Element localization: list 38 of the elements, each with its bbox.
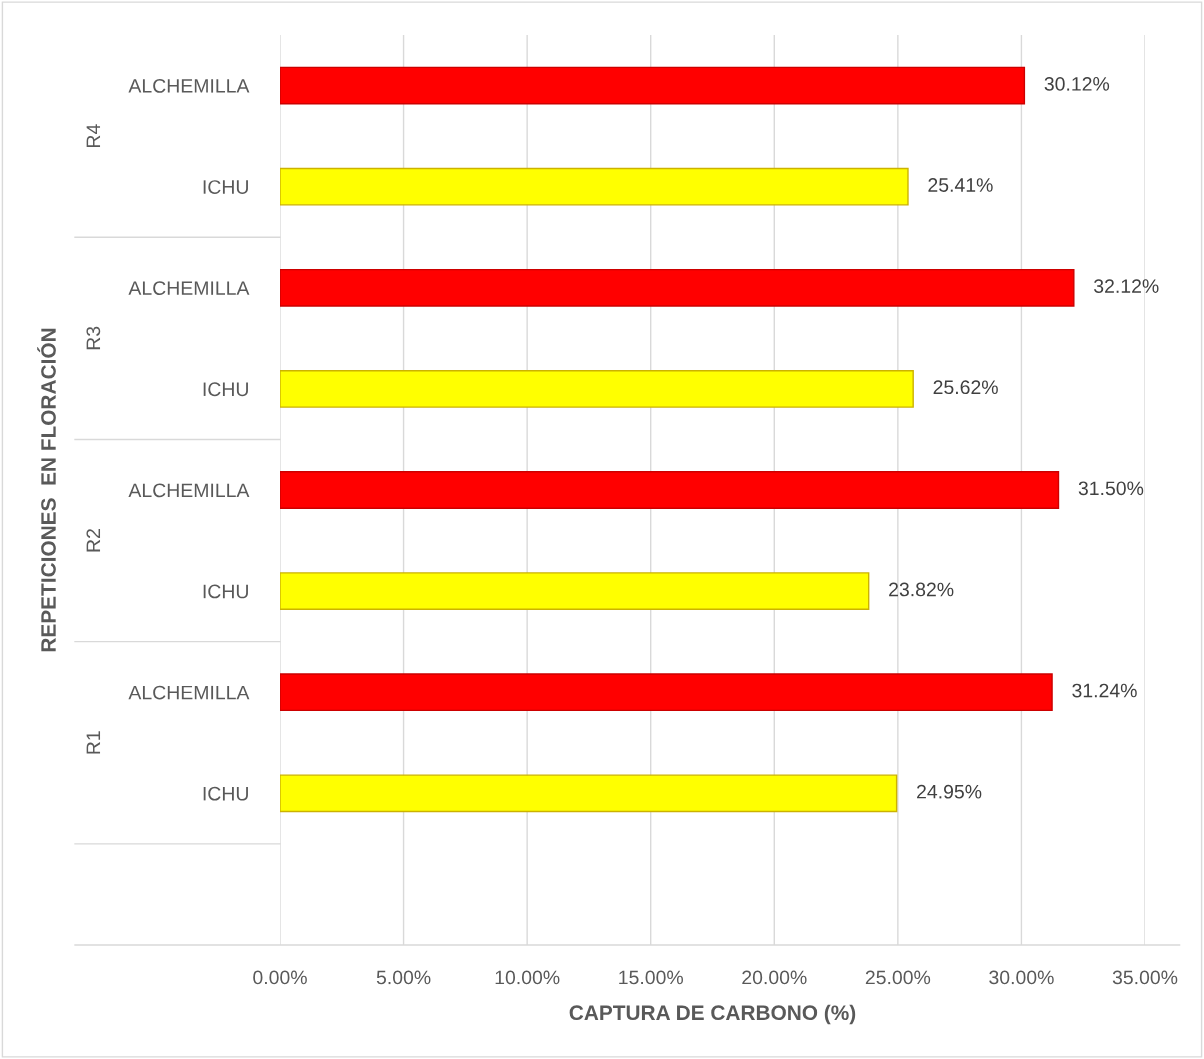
- x-tick-label: 0.00%: [253, 970, 307, 985]
- bar: [280, 167, 909, 206]
- bar: [280, 471, 1060, 509]
- data-label: 25.41%: [928, 178, 993, 192]
- text: R1: [86, 731, 101, 754]
- y-tick-label: ICHU: [203, 382, 248, 397]
- data-label: 32.12%: [1094, 279, 1159, 293]
- x-tick-label: 10.00%: [495, 970, 560, 985]
- data-label: 31.50%: [1078, 481, 1144, 496]
- text: R4: [86, 124, 101, 147]
- data-label: 31.24%: [1072, 683, 1137, 698]
- data-label: 23.82%: [889, 582, 954, 597]
- bar: [280, 673, 1053, 712]
- x-axis-title: CAPTURA DE CARBONO (%): [569, 1004, 856, 1025]
- y-tick-label: ALCHEMILLA: [128, 483, 250, 498]
- x-tick-label: 30.00%: [989, 970, 1054, 985]
- bar: [280, 774, 898, 813]
- data-label: 30.12%: [1044, 77, 1110, 91]
- x-tick-label: 15.00%: [619, 970, 683, 985]
- y-tick-label: ALCHEMILLA: [128, 685, 250, 700]
- bar: [280, 369, 914, 408]
- x-tick-label: 5.00%: [376, 970, 431, 985]
- text: R2: [86, 529, 101, 552]
- y-tick-label: ICHU: [203, 584, 248, 599]
- x-tick-label: 20.00%: [742, 970, 807, 985]
- x-tick-label: 35.00%: [1112, 970, 1178, 985]
- y-axis-title: REPETICIONES EN FLORACIÓN: [37, 328, 56, 652]
- y-tick-label: ALCHEMILLA: [128, 79, 250, 93]
- bar: [280, 572, 870, 611]
- text: R3: [86, 326, 101, 350]
- bar: [280, 268, 1075, 307]
- data-label: 25.62%: [933, 380, 998, 395]
- y-tick-label: ICHU: [203, 180, 248, 194]
- data-label: 24.95%: [917, 784, 982, 799]
- x-tick-label: 25.00%: [865, 970, 931, 985]
- bar: [280, 66, 1026, 105]
- y-tick-label: ALCHEMILLA: [128, 281, 250, 296]
- y-tick-label: ICHU: [203, 786, 248, 801]
